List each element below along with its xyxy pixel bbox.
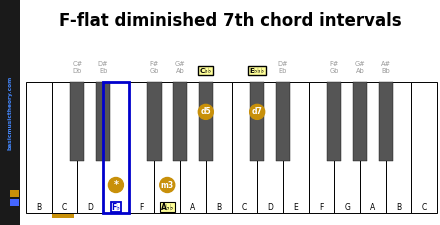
Bar [327,82,341,161]
Text: F#: F# [150,61,159,67]
Text: G#: G# [175,61,185,67]
Text: C: C [62,202,67,211]
Bar [154,82,180,213]
Text: Ab: Ab [176,68,184,74]
Text: F: F [139,202,144,211]
Bar [378,82,392,161]
Bar [360,82,385,213]
Bar [51,82,77,213]
Bar [411,82,437,213]
Text: Db: Db [73,68,82,74]
Circle shape [249,104,265,119]
Text: A: A [370,202,375,211]
Text: Eb: Eb [99,68,107,74]
Bar [231,82,257,213]
Bar [385,82,411,213]
Circle shape [160,178,175,193]
Bar [173,82,187,161]
Bar [250,82,264,161]
Bar [257,82,283,213]
Text: Gb: Gb [330,68,339,74]
Bar [147,82,161,161]
Bar [334,82,360,213]
Text: Ab: Ab [356,68,364,74]
Circle shape [108,178,123,193]
Bar [70,82,84,161]
Bar [283,82,308,213]
Text: G: G [344,202,350,211]
Text: A: A [191,202,196,211]
Text: C: C [422,202,427,211]
Bar [77,82,103,213]
Text: F: F [319,202,323,211]
Bar [10,190,19,197]
Bar [103,82,129,213]
Text: A#: A# [381,61,391,67]
Bar [129,82,154,213]
Text: E♭♭♭: E♭♭♭ [249,68,265,74]
Text: d5: d5 [201,107,211,116]
Text: *: * [114,180,118,190]
Text: D: D [267,202,273,211]
Text: C♭♭: C♭♭ [200,68,212,74]
Text: C#: C# [72,61,82,67]
Text: B: B [36,202,41,211]
Text: C: C [242,202,247,211]
Text: F-flat diminished 7th chord intervals: F-flat diminished 7th chord intervals [59,12,401,30]
Text: D#: D# [98,61,108,67]
Text: E: E [293,202,298,211]
Text: D#: D# [278,61,288,67]
Text: m3: m3 [161,180,174,189]
Text: d7: d7 [252,107,263,116]
Bar [353,82,367,161]
Bar [96,82,110,161]
Bar [276,82,290,161]
Bar [10,199,19,206]
Text: Eb: Eb [279,68,287,74]
Bar [206,82,231,213]
Text: B: B [216,202,221,211]
Text: basicmusictheory.com: basicmusictheory.com [7,76,12,150]
Bar [0,0,20,225]
Text: Bb: Bb [381,68,390,74]
Text: Gb: Gb [150,68,159,74]
Text: B: B [396,202,401,211]
Bar [26,82,51,213]
Circle shape [198,104,213,119]
Text: G#: G# [355,61,365,67]
Text: D: D [87,202,93,211]
Bar [180,82,206,213]
Bar [52,214,74,218]
Bar [199,82,213,161]
Bar [103,82,129,213]
Text: F♭: F♭ [111,202,121,211]
Text: F#: F# [330,61,339,67]
Text: A♭♭: A♭♭ [161,202,174,211]
Bar [308,82,334,213]
